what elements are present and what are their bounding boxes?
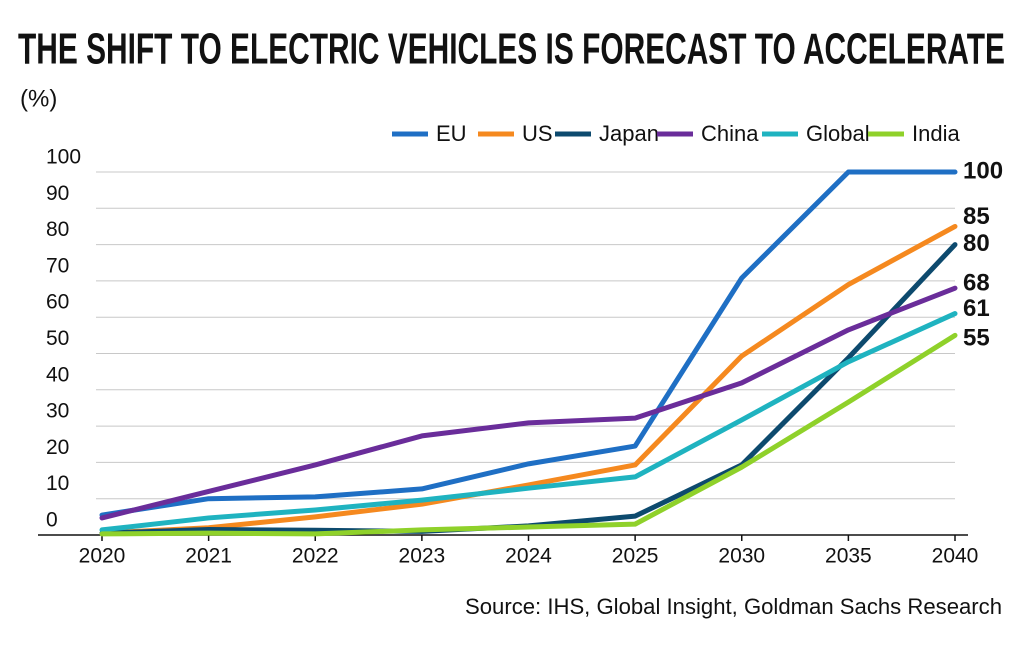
- end-value-label: 68: [963, 270, 990, 297]
- source-note: Source: IHS, Global Insight, Goldman Sac…: [465, 594, 1002, 619]
- legend-label: Global: [806, 121, 870, 146]
- x-tick-label: 2030: [718, 545, 765, 568]
- x-tick-label: 2021: [185, 545, 232, 568]
- end-value-label: 100: [963, 157, 1003, 184]
- legend-label: China: [701, 121, 759, 146]
- series-line: [99, 332, 958, 537]
- y-tick-label: 50: [46, 327, 69, 350]
- y-tick-label: 100: [46, 146, 81, 169]
- legend-label: EU: [436, 121, 467, 146]
- y-tick-label: 70: [46, 254, 69, 277]
- x-tick-label: 2035: [825, 545, 872, 568]
- end-value-label: 80: [963, 230, 990, 257]
- x-tick-label: 2040: [932, 545, 979, 568]
- y-tick-label: 10: [46, 472, 69, 495]
- x-tick-label: 2024: [505, 545, 552, 568]
- x-tick-label: 2025: [612, 545, 659, 568]
- end-value-label: 55: [963, 325, 990, 352]
- series-line: [99, 311, 958, 533]
- y-tick-label: 80: [46, 218, 69, 241]
- x-tick-label: 2023: [399, 545, 446, 568]
- chart-title: THE SHIFT TO ELECTRIC VEHICLES IS FORECA…: [18, 25, 1005, 74]
- legend-label: Japan: [599, 121, 659, 146]
- y-axis-label: (%): [20, 85, 57, 112]
- y-tick-label: 90: [46, 182, 69, 205]
- y-tick-label: 30: [46, 400, 69, 423]
- end-value-label: 61: [963, 295, 990, 322]
- x-tick-label: 2022: [292, 545, 339, 568]
- series-line: [99, 285, 958, 521]
- series-line: [99, 223, 958, 536]
- y-tick-label: 40: [46, 363, 69, 386]
- end-value-label: 85: [963, 203, 990, 230]
- y-tick-label: 20: [46, 436, 69, 459]
- y-tick-label: 60: [46, 291, 69, 314]
- series-line: [99, 169, 958, 518]
- legend-label: India: [912, 121, 960, 146]
- x-tick-label: 2020: [79, 545, 126, 568]
- y-tick-label: 0: [46, 509, 58, 532]
- legend-label: US: [522, 121, 553, 146]
